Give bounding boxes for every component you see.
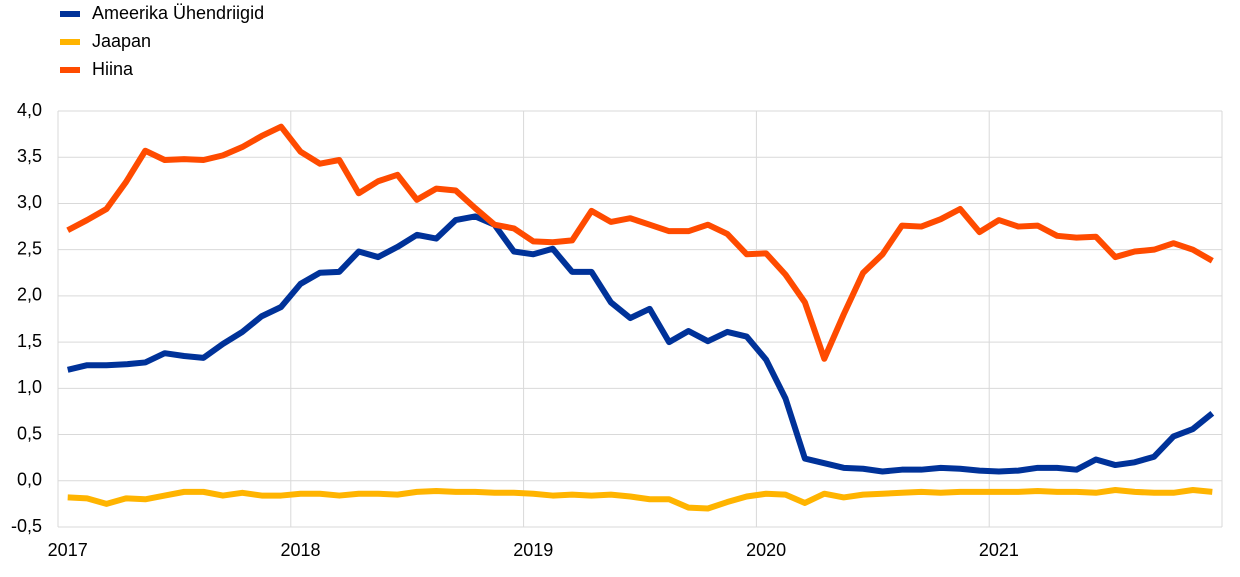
y-tick-label: -0,5 [11, 516, 42, 536]
legend-label: Hiina [92, 59, 134, 79]
legend-label: Jaapan [92, 31, 151, 51]
x-tick-label: 2020 [746, 540, 786, 560]
y-tick-label: 3,0 [17, 192, 42, 212]
x-tick-label: 2021 [979, 540, 1019, 560]
data-line [67, 213, 1215, 475]
y-tick-label: 4,0 [17, 100, 42, 120]
x-tick-label: 2017 [48, 540, 88, 560]
y-tick-label: 2,5 [17, 238, 42, 258]
x-tick-label: 2019 [513, 540, 553, 560]
y-tick-label: 1,0 [17, 377, 42, 397]
y-tick-label: 0,0 [17, 470, 42, 490]
legend-swatch [60, 39, 80, 45]
legend-swatch [60, 11, 80, 17]
data-line [67, 487, 1213, 512]
y-tick-label: 1,5 [17, 331, 42, 351]
x-tick-label: 2018 [280, 540, 320, 560]
y-tick-label: 0,5 [17, 423, 42, 443]
legend-label: Ameerika Ühendriigid [92, 3, 264, 23]
data-line [66, 123, 1214, 362]
legend-swatch [60, 67, 80, 73]
y-tick-label: 2,0 [17, 285, 42, 305]
y-tick-label: 3,5 [17, 146, 42, 166]
